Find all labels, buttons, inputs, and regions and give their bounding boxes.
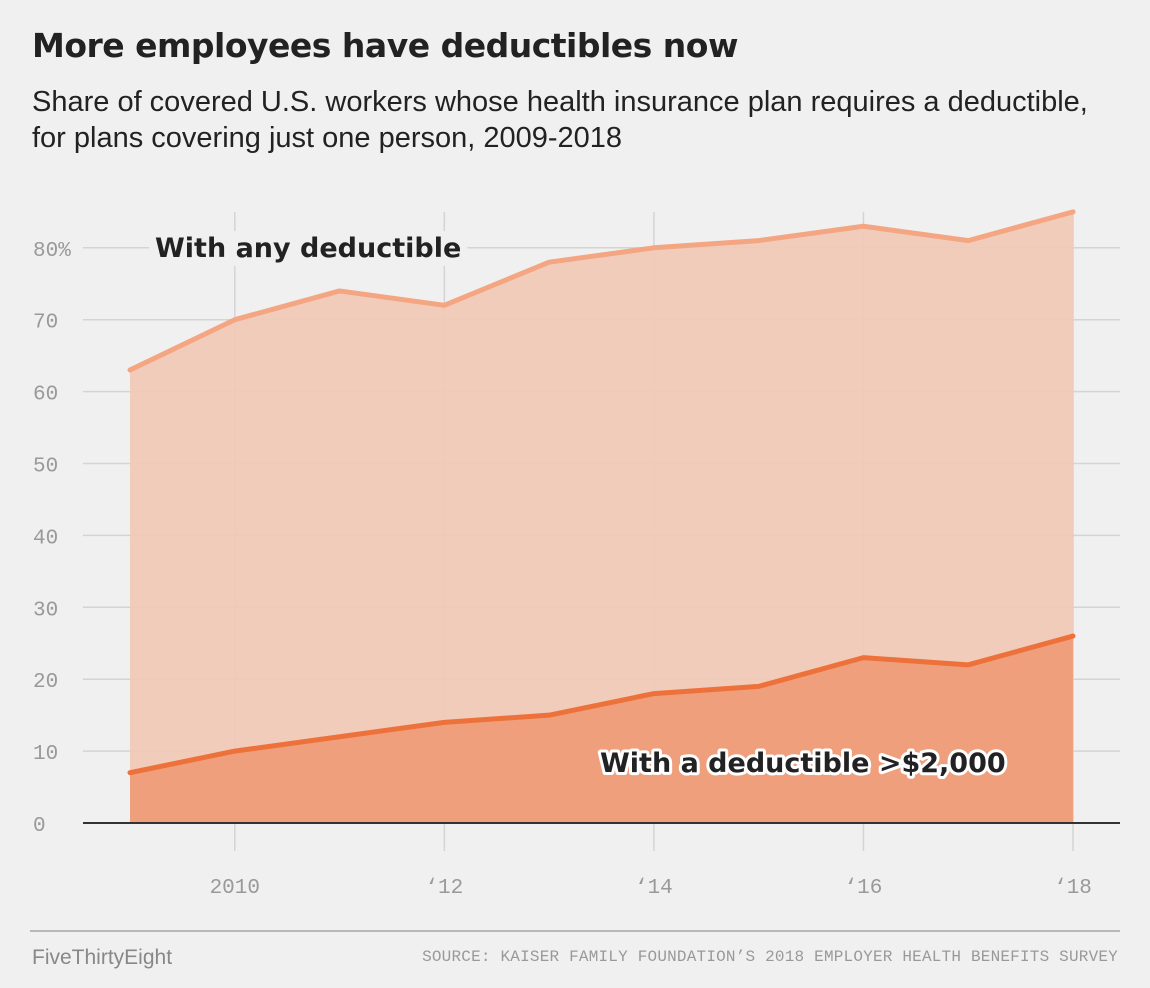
x-tick-label: ‘14 xyxy=(635,877,673,900)
axes: 0 10 20 30 40 50 60 70 80% 2010 ‘12 ‘14 ‘16 ‘18 xyxy=(33,240,1120,900)
series-area-high-deductible xyxy=(130,636,1073,823)
x-tick-label: ‘12 xyxy=(425,877,463,900)
series-label-backdrop xyxy=(149,231,468,266)
x-tick-label: ‘16 xyxy=(845,877,883,900)
y-tick-label: 80% xyxy=(33,240,71,263)
chart-subtitle: Share of covered U.S. workers whose heal… xyxy=(32,86,1088,154)
y-tick-label: 70 xyxy=(33,312,58,335)
source-note: SOURCE: KAISER FAMILY FOUNDATION’S 2018 … xyxy=(422,948,1118,966)
footer-divider xyxy=(30,930,1120,932)
chart-title: More employees have deductibles now xyxy=(32,26,738,65)
series-label-high-deductible: With a deductible >$2,000 xyxy=(600,748,1006,779)
y-tick-label: 30 xyxy=(33,599,58,622)
y-tick-label: 10 xyxy=(33,743,58,766)
series-line-any-deductible xyxy=(127,209,1076,373)
y-tick-label: 40 xyxy=(33,527,58,550)
y-tick-label: 0 xyxy=(33,815,46,838)
series-areas xyxy=(127,209,1076,824)
y-tick-label: 60 xyxy=(33,384,58,407)
y-tick-label: 50 xyxy=(33,456,58,479)
x-tick-label: ‘18 xyxy=(1054,877,1092,900)
series-labels: With any deductible With a deductible >$… xyxy=(149,231,1009,782)
area-chart: 0 10 20 30 40 50 60 70 80% 2010 ‘12 ‘14 ‘16 ‘18 With … xyxy=(33,209,1120,900)
series-line-high-deductible xyxy=(127,633,1076,776)
series-label-any-deductible: With any deductible xyxy=(155,233,461,264)
x-tick-label: 2010 xyxy=(210,877,260,900)
brand-logo-text: FiveThirtyEight xyxy=(32,946,173,969)
y-tick-label: 20 xyxy=(33,671,58,694)
